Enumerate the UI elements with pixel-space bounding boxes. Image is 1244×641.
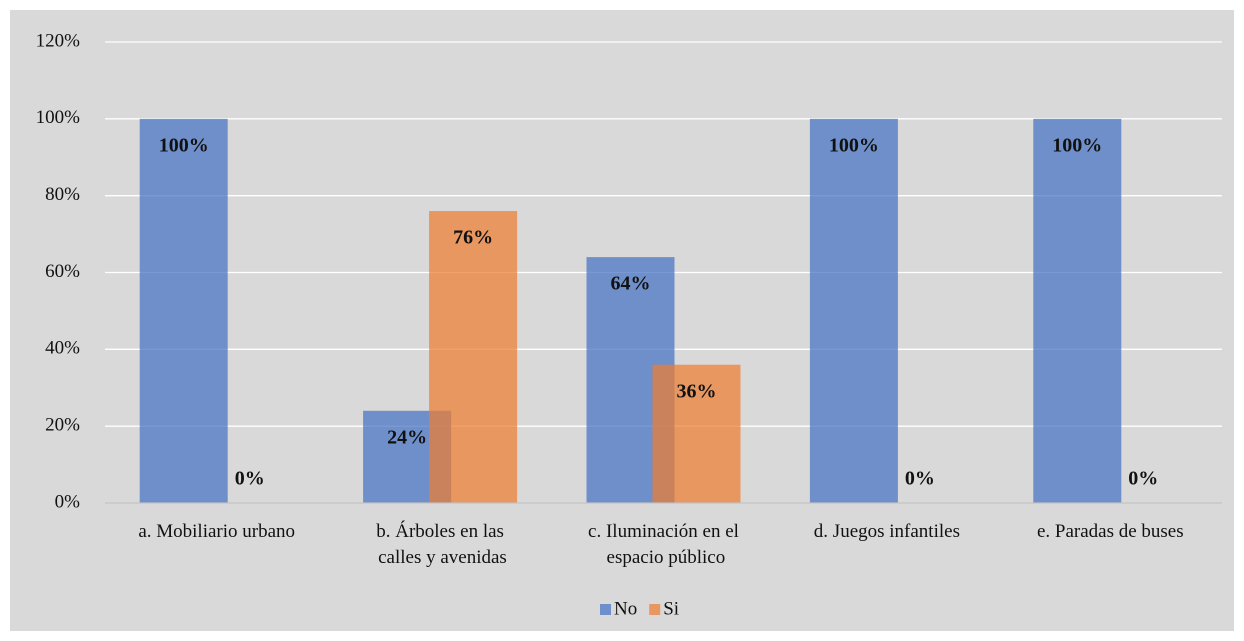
legend-swatch [649, 604, 661, 615]
bar [652, 364, 741, 503]
bar [809, 118, 898, 503]
legend-label: No [614, 598, 637, 619]
x-tick-label: c. Iluminación en el espacio público [588, 521, 739, 568]
legend-label: Si [663, 598, 679, 619]
y-tick-label: 0% [55, 491, 81, 512]
data-label: 0% [1128, 468, 1158, 490]
x-tick-label: b. Árboles en las calles y avenidas [373, 520, 506, 568]
x-tick-label: e. Paradas de buses [1037, 521, 1184, 542]
y-tick-label: 40% [45, 338, 80, 359]
legend-swatch [600, 604, 611, 615]
data-label: 36% [677, 380, 717, 402]
bar [1033, 118, 1122, 503]
x-tick-label: a. Mobiliario urbano [138, 521, 295, 542]
bar [139, 118, 228, 503]
y-tick-label: 120% [36, 30, 81, 51]
data-label: 100% [829, 134, 879, 156]
x-tick-label: d. Juegos infantiles [814, 521, 960, 542]
data-label: 64% [611, 273, 651, 295]
y-tick-label: 60% [45, 261, 80, 282]
y-tick-label: 80% [45, 184, 80, 205]
bar [429, 211, 518, 504]
data-label: 0% [905, 468, 935, 490]
data-label: 100% [159, 134, 209, 156]
y-tick-label: 20% [45, 415, 80, 436]
data-label: 24% [387, 426, 427, 448]
data-label: 0% [235, 468, 265, 490]
data-label: 100% [1052, 134, 1102, 156]
y-tick-label: 100% [36, 107, 81, 128]
data-label: 76% [453, 227, 493, 249]
